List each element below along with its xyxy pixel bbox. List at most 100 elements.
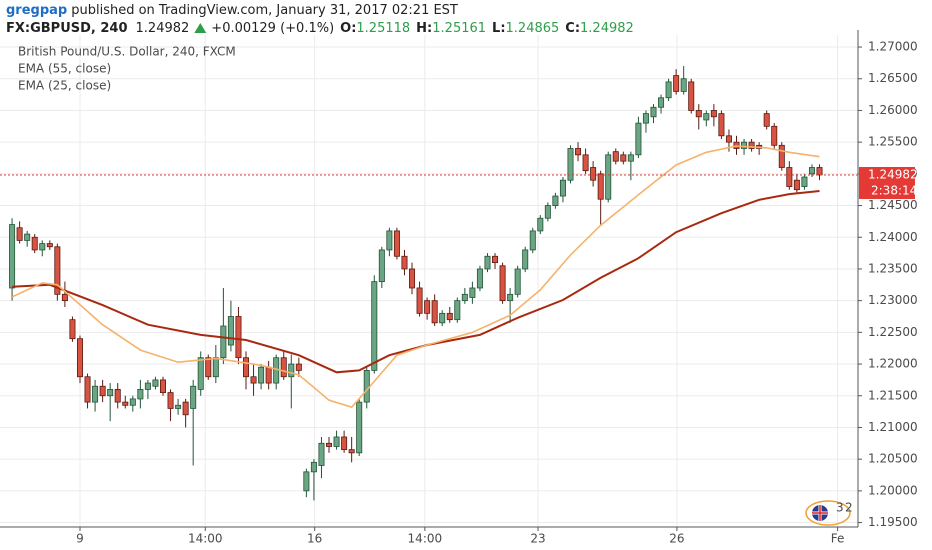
author[interactable]: gregpap (6, 3, 67, 18)
candle-body (718, 113, 725, 137)
x-tick-label: 26 (669, 532, 684, 546)
high: 1.25161 (432, 21, 486, 36)
candle-body (152, 379, 159, 387)
candle-body (416, 287, 423, 314)
x-tick-label: 23 (530, 532, 545, 546)
candle-body (371, 281, 378, 371)
candle-body (348, 449, 355, 454)
candle-body (793, 179, 800, 191)
candle-body (39, 243, 46, 251)
candle-body (658, 97, 665, 108)
countdown: 2:38:14 (871, 183, 917, 197)
candle-body (476, 268, 483, 289)
candle-body (295, 363, 302, 371)
legend-entry: EMA (55, close) (18, 62, 111, 76)
candle-body (197, 357, 204, 390)
low-label: L: (492, 21, 505, 36)
candle-body (665, 81, 672, 99)
candle-body (801, 176, 808, 187)
candle-body (514, 268, 521, 295)
candle-body (642, 113, 649, 124)
candle-body (363, 369, 370, 403)
candle-body (635, 122, 642, 156)
candle-body (627, 154, 634, 162)
candle-body (763, 113, 770, 127)
candle-body (786, 167, 793, 187)
candle-body (144, 382, 151, 390)
candle-body (461, 293, 468, 302)
candle-body (688, 81, 695, 111)
candle-body (122, 401, 129, 406)
candle-body (393, 230, 400, 257)
candle-body (250, 376, 257, 384)
symbol-line: FX:GBPUSD, 240 1.24982 +0.00129 (+0.1%) O:1… (6, 21, 634, 36)
legend-entry: EMA (25, close) (18, 79, 111, 93)
y-tick-label: 1.19500 (868, 515, 918, 529)
published: published on TradingView.com, January 31… (71, 3, 458, 18)
flag-count: 3 (836, 501, 844, 515)
candle-body (499, 265, 506, 302)
candle-body (182, 401, 189, 416)
candle-body (190, 385, 197, 409)
candle-body (243, 357, 250, 378)
candle-body (492, 255, 499, 264)
candle-body (333, 436, 340, 447)
candle-body (288, 363, 295, 378)
candle-body (265, 366, 272, 384)
candle-body (771, 125, 778, 146)
candle-body (741, 141, 748, 149)
candle-body (99, 385, 106, 397)
y-tick-label: 1.23500 (868, 261, 918, 275)
candle-body (9, 224, 16, 289)
y-tick-label: 1.21000 (868, 420, 918, 434)
symbol: FX:GBPUSD, 240 (6, 21, 128, 36)
candle-body (378, 249, 385, 283)
candle-body (454, 300, 461, 321)
price: 1.24982 (136, 21, 190, 36)
candle-body (303, 471, 310, 492)
candle-body (620, 154, 627, 162)
candle-body (605, 154, 612, 200)
candle-body (167, 392, 174, 409)
candle-body (439, 312, 446, 324)
y-tick-label: 1.24500 (868, 198, 918, 212)
candle-body (725, 135, 732, 143)
candle-body (280, 357, 287, 378)
candle-body (212, 357, 219, 378)
last-price-box (859, 166, 915, 183)
candle-body (310, 461, 317, 473)
candle-body (24, 233, 31, 241)
candle-body (710, 110, 717, 118)
candle-body (92, 385, 99, 403)
x-tick-label: 16 (307, 532, 322, 546)
candle-body (703, 113, 710, 121)
x-tick-label: Fe (831, 532, 845, 546)
candle-body (227, 316, 234, 346)
flag-icon[interactable]: 3 2 (805, 500, 853, 526)
candle-body (590, 167, 597, 181)
candle-body (424, 300, 431, 314)
candle-body (778, 144, 785, 168)
low: 1.24865 (506, 21, 560, 36)
candle-body (61, 293, 68, 302)
candle-body (386, 230, 393, 251)
candle-body (235, 316, 242, 359)
candle-body (401, 255, 408, 270)
candle-body (107, 389, 114, 397)
candle-body (159, 379, 166, 393)
ema-line (11, 145, 820, 409)
y-tick-label: 1.21500 (868, 388, 918, 402)
high-label: H: (416, 21, 432, 36)
candle-body (356, 401, 363, 454)
open-label: O: (340, 21, 356, 36)
candle-body (673, 75, 680, 92)
candle-body (650, 106, 657, 118)
x-tick-label: 14:00 (408, 532, 443, 546)
candle-body (522, 249, 529, 270)
candle-body (76, 338, 83, 378)
up-arrow-icon (194, 23, 207, 33)
y-tick-label: 1.22500 (868, 325, 918, 339)
